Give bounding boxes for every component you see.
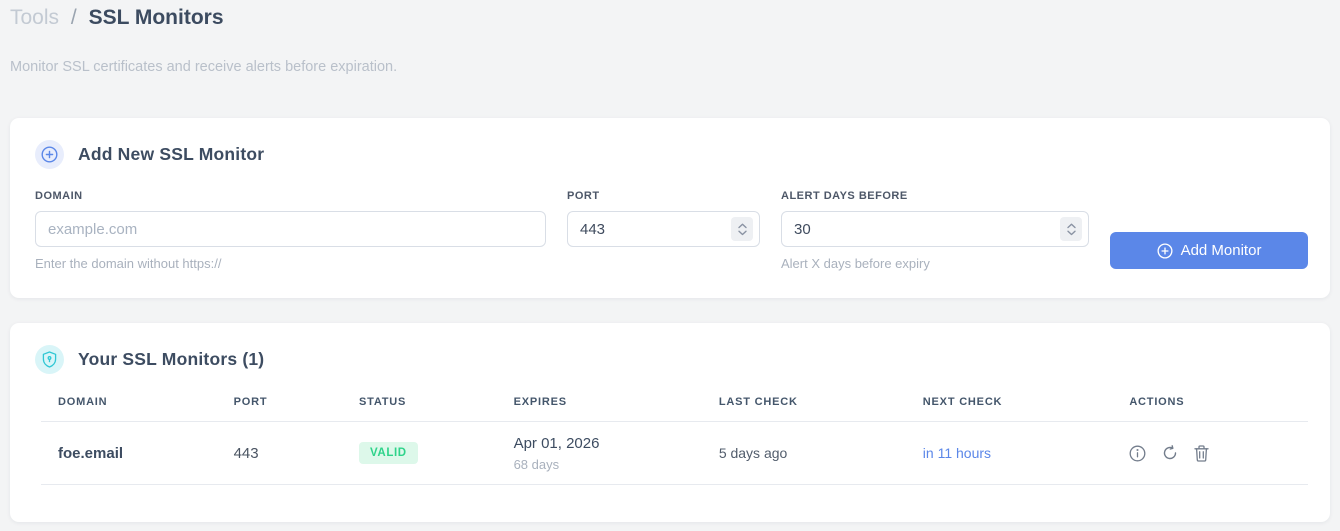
- shield-icon: [35, 345, 64, 374]
- delete-button[interactable]: [1194, 444, 1209, 462]
- column-header-domain: DOMAIN: [41, 390, 234, 422]
- column-header-expires: EXPIRES: [513, 390, 719, 422]
- info-icon: [1129, 445, 1146, 461]
- breadcrumb-separator: /: [70, 6, 77, 29]
- page-subtitle: Monitor SSL certificates and receive ale…: [10, 59, 398, 75]
- monitor-domain: foe.email: [41, 421, 234, 485]
- chevron-down-icon: [737, 230, 747, 235]
- add-monitor-button-label: Add Monitor: [1180, 242, 1262, 259]
- chevron-up-icon: [737, 223, 747, 228]
- monitor-last-check: 5 days ago: [718, 421, 923, 485]
- table-header-row: DOMAIN PORT STATUS EXPIRES LAST CHECK NE…: [41, 390, 1308, 422]
- add-monitor-header: Add New SSL Monitor: [35, 140, 1308, 169]
- breadcrumb: Tools / SSL Monitors: [10, 6, 224, 30]
- monitors-list-header: Your SSL Monitors (1): [35, 345, 1308, 374]
- monitors-table: DOMAIN PORT STATUS EXPIRES LAST CHECK NE…: [41, 390, 1308, 485]
- status-badge: VALID: [359, 442, 418, 464]
- monitors-list-card: Your SSL Monitors (1) DOMAIN PORT STATUS…: [10, 323, 1330, 522]
- alert-days-stepper[interactable]: [1060, 217, 1082, 241]
- page-title: SSL Monitors: [88, 6, 224, 29]
- chevron-up-icon: [1066, 223, 1076, 228]
- domain-helper: Enter the domain without https://: [35, 256, 222, 271]
- refresh-button[interactable]: [1162, 445, 1178, 461]
- plus-circle-icon: [35, 140, 64, 169]
- column-header-port: PORT: [233, 390, 359, 422]
- trash-icon: [1194, 444, 1209, 462]
- alert-days-field-group: ALERT DAYS BEFORE Alert X days before ex…: [781, 190, 1089, 271]
- submit-column: Add Monitor: [1110, 190, 1308, 269]
- monitor-port: 443: [233, 421, 359, 485]
- port-stepper[interactable]: [731, 217, 753, 241]
- domain-label: DOMAIN: [35, 190, 83, 202]
- port-input[interactable]: [567, 211, 760, 247]
- column-header-actions: ACTIONS: [1129, 390, 1308, 422]
- monitor-expires-cell: Apr 01, 2026 68 days: [513, 421, 719, 485]
- alert-days-helper: Alert X days before expiry: [781, 256, 930, 271]
- add-monitor-title: Add New SSL Monitor: [78, 144, 265, 164]
- add-monitor-button[interactable]: Add Monitor: [1110, 232, 1308, 269]
- expires-days-remaining: 68 days: [513, 456, 560, 472]
- port-label: PORT: [567, 190, 600, 202]
- column-header-status: STATUS: [359, 390, 514, 422]
- info-button[interactable]: [1129, 445, 1146, 462]
- domain-input[interactable]: [35, 211, 546, 247]
- chevron-down-icon: [1066, 230, 1076, 235]
- monitor-next-check: in 11 hours: [922, 421, 1130, 485]
- alert-days-label: ALERT DAYS BEFORE: [781, 190, 908, 202]
- refresh-icon: [1164, 445, 1177, 460]
- column-header-next-check: NEXT CHECK: [922, 390, 1130, 422]
- add-monitor-form: DOMAIN Enter the domain without https://…: [35, 190, 1308, 271]
- breadcrumb-tools-link[interactable]: Tools: [10, 6, 60, 29]
- column-header-last-check: LAST CHECK: [718, 390, 923, 422]
- alert-days-input[interactable]: [781, 211, 1089, 247]
- domain-field-group: DOMAIN Enter the domain without https://: [35, 190, 546, 271]
- plus-circle-icon: [1157, 242, 1173, 259]
- expires-date: Apr 01, 2026: [513, 434, 600, 452]
- monitors-list-title: Your SSL Monitors (1): [78, 349, 265, 369]
- port-field-group: PORT: [567, 190, 760, 247]
- table-row: foe.email 443 VALID Apr 01, 2026 68 days…: [41, 421, 1308, 485]
- add-monitor-card: Add New SSL Monitor DOMAIN Enter the dom…: [10, 118, 1330, 298]
- monitor-actions-cell: [1129, 421, 1308, 485]
